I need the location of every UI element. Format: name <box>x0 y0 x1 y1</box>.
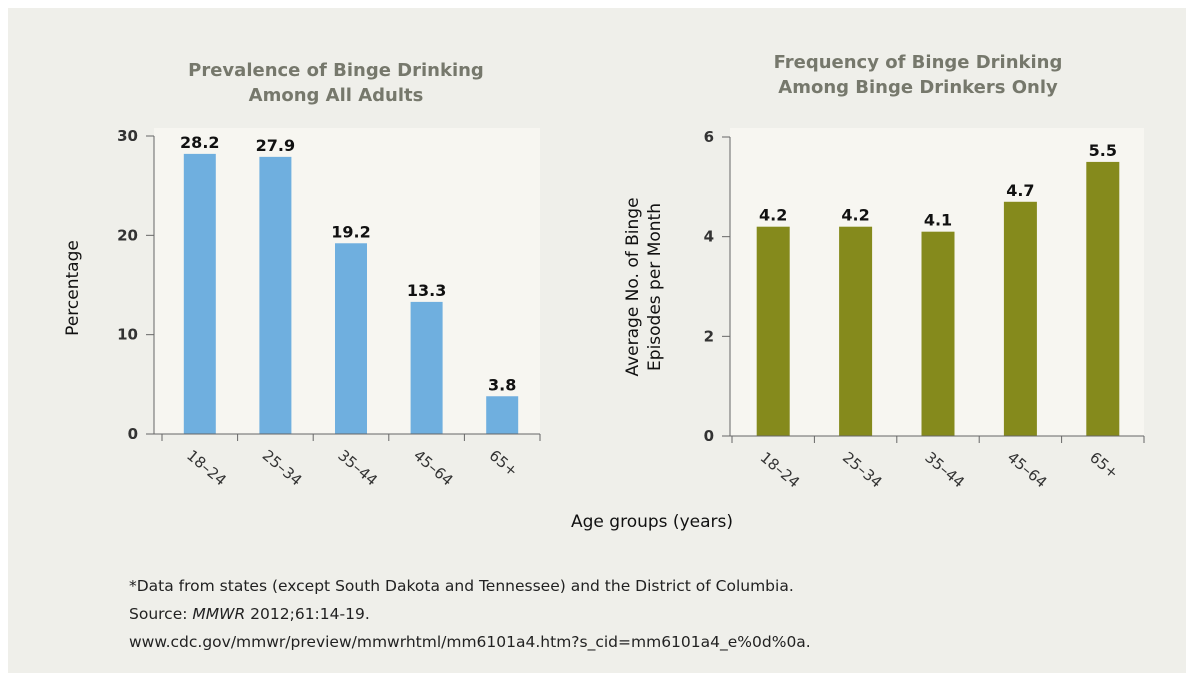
chart2-bar <box>921 231 955 436</box>
source-journal: MMWR <box>192 605 245 623</box>
chart2-x-tick-label: 65+ <box>1086 448 1122 482</box>
chart1-data-label: 28.2 <box>180 133 219 152</box>
figure-panel: Prevalence of Binge Drinking Among All A… <box>8 8 1186 673</box>
chart2-bar <box>756 226 790 436</box>
chart2-x-tick-label: 18–24 <box>757 448 804 491</box>
chart2-y-tick-label: 0 <box>704 427 714 445</box>
shared-x-axis-title: Age groups (years) <box>571 512 733 532</box>
chart1-data-label: 27.9 <box>256 136 295 155</box>
chart1-data-label: 13.3 <box>407 281 446 300</box>
prevalence-chart: Prevalence of Binge Drinking Among All A… <box>63 60 541 489</box>
chart1-bar <box>486 396 519 434</box>
chart1-y-tick-label: 10 <box>117 326 138 344</box>
chart1-bar <box>410 301 443 434</box>
chart2-y-tick-label: 6 <box>704 128 714 146</box>
frequency-chart: Frequency of Binge Drinking Among Binge … <box>623 52 1145 491</box>
chart1-x-tick-label: 65+ <box>486 446 522 480</box>
chart1-x-tick-label: 45–64 <box>410 446 457 489</box>
chart1-y-tick-label: 20 <box>117 226 138 244</box>
chart2-x-tick-label: 25–34 <box>839 448 886 491</box>
chart1-data-label: 19.2 <box>331 222 370 241</box>
chart2-y-tick-label: 4 <box>704 228 714 246</box>
chart1-x-tick-label: 18–24 <box>183 446 230 489</box>
chart1-y-tick-label: 30 <box>117 127 138 145</box>
footnote-source: Source: MMWR 2012;61:14-19. <box>129 605 370 623</box>
chart2-title-line2: Among Binge Drinkers Only <box>778 77 1058 98</box>
chart2-data-label: 4.7 <box>1006 181 1034 200</box>
chart2-bars: 4.2 4.2 4.1 4.7 5.5 <box>756 141 1120 436</box>
chart2-title-line1: Frequency of Binge Drinking <box>774 52 1063 73</box>
chart2-data-label: 4.1 <box>924 211 952 230</box>
chart1-data-label: 3.8 <box>488 375 516 394</box>
chart1-bar <box>259 156 292 435</box>
chart1-x-tick-label: 35–44 <box>334 446 381 489</box>
figure-canvas: Prevalence of Binge Drinking Among All A… <box>63 52 1145 652</box>
chart1-title-line1: Prevalence of Binge Drinking <box>188 60 484 81</box>
chart2-y-axis-title-line1: Average No. of Binge <box>623 197 643 376</box>
chart1-bar <box>183 153 216 434</box>
chart2-data-label: 4.2 <box>841 206 869 225</box>
source-citation: 2012;61:14-19. <box>245 605 370 623</box>
chart1-bar <box>335 243 367 434</box>
chart2-data-label: 4.2 <box>759 206 787 225</box>
footnote-url: www.cdc.gov/mmwr/preview/mmwrhtml/mm6101… <box>129 633 811 652</box>
chart2-x-tick-label: 35–44 <box>921 448 968 491</box>
chart2-x-tick-label: 45–64 <box>1004 448 1051 491</box>
chart2-bar <box>1003 201 1037 436</box>
chart2-bar <box>1086 161 1120 436</box>
chart1-bars: 28.2 27.9 19.2 13.3 3.8 <box>180 133 519 435</box>
source-prefix: Source: <box>129 605 192 623</box>
chart1-title-line2: Among All Adults <box>249 85 424 106</box>
chart2-bar <box>839 226 873 436</box>
chart1-y-tick-label: 0 <box>128 425 138 443</box>
footnote-note: *Data from states (except South Dakota a… <box>129 577 794 595</box>
chart2-y-tick-label: 2 <box>704 327 714 345</box>
chart1-x-tick-label: 25–34 <box>259 446 306 489</box>
chart2-y-axis-title-line2: Episodes per Month <box>645 203 665 371</box>
chart2-data-label: 5.5 <box>1089 141 1117 160</box>
chart1-y-axis-title: Percentage <box>63 240 83 336</box>
